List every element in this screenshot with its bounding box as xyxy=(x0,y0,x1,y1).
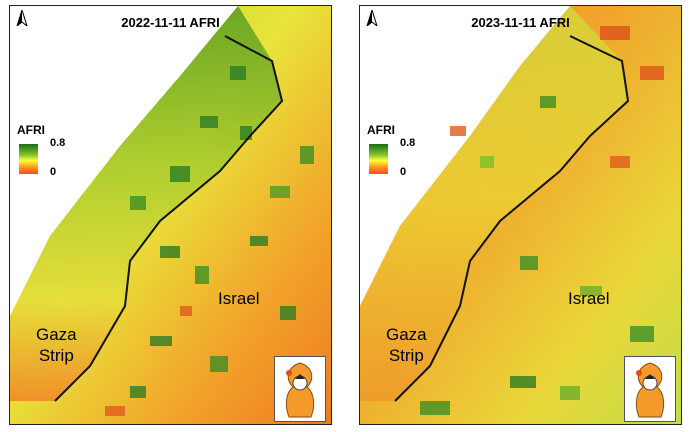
gaza-strip-label: Gaza Strip xyxy=(386,325,427,365)
field-patches xyxy=(420,26,664,415)
field-patches xyxy=(105,66,314,416)
legend-color-bar xyxy=(369,144,388,174)
legend-title: AFRI xyxy=(367,123,395,137)
gaza-strip-label: Gaza Strip xyxy=(36,325,77,365)
afri-map-2022 xyxy=(10,6,331,424)
organization-logo xyxy=(624,356,676,422)
north-arrow-icon xyxy=(366,10,378,26)
legend-min-value: 0 xyxy=(50,166,57,178)
map-panel-2022: 2022-11-11 AFRI AFRI 0.8 0 Gaza Strip Is… xyxy=(9,5,332,425)
legend-min-value: 0 xyxy=(400,166,407,178)
legend-max-value: 0.8 xyxy=(50,137,66,149)
israel-label: Israel xyxy=(218,289,260,308)
map-panel-2023: 2023-11-11 AFRI AFRI 0.8 0 Gaza Strip Is… xyxy=(359,5,682,425)
map-title: 2023-11-11 AFRI xyxy=(471,15,570,30)
north-arrow-icon xyxy=(16,10,28,26)
organization-logo xyxy=(274,356,326,422)
legend-color-bar xyxy=(19,144,38,174)
israel-label: Israel xyxy=(568,289,610,308)
gaza-strip-area xyxy=(360,6,628,401)
legend-max-value: 0.8 xyxy=(400,137,416,149)
legend-title: AFRI xyxy=(17,123,45,137)
gaza-border-line xyxy=(394,35,630,402)
map-title: 2022-11-11 AFRI xyxy=(121,15,220,30)
gaza-border-line xyxy=(54,35,284,402)
afri-map-2023 xyxy=(360,6,681,424)
